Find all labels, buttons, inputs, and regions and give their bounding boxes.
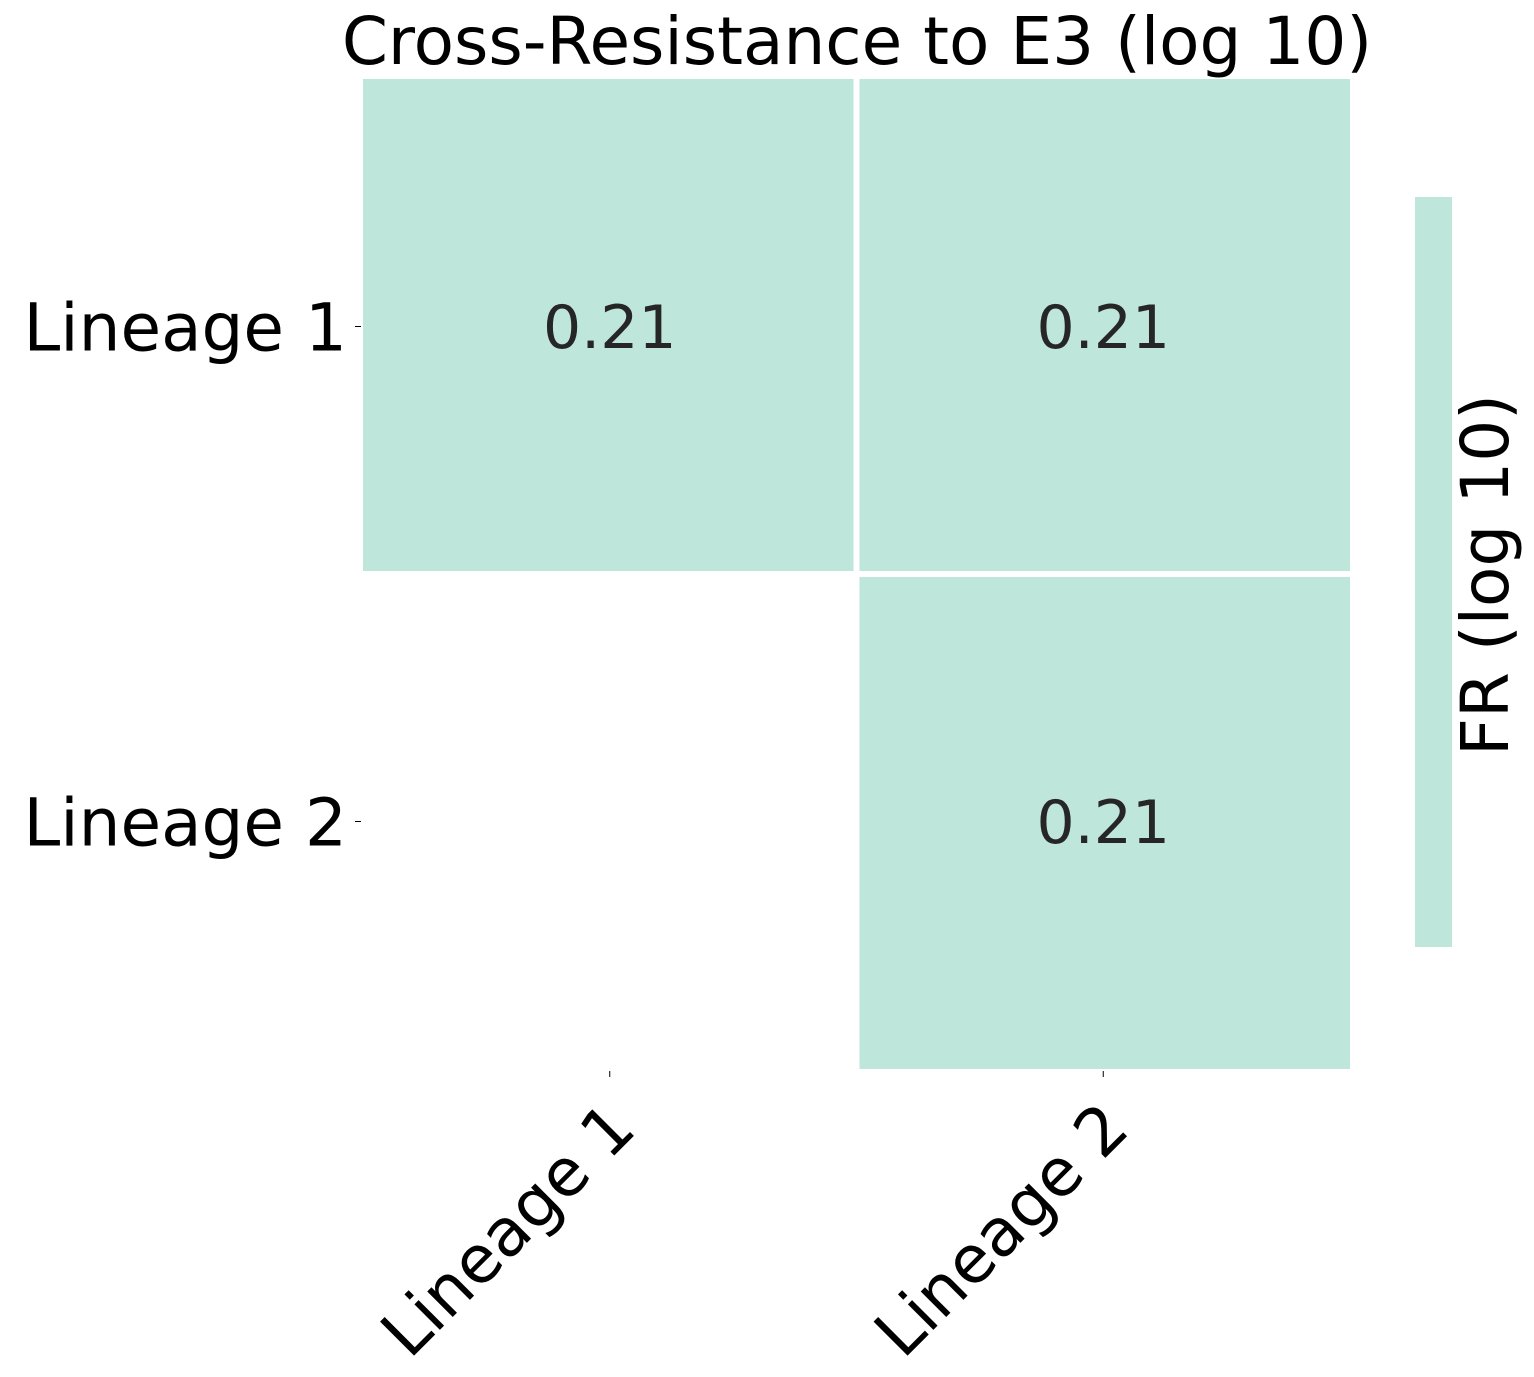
x-axis-ticks: Lineage 1 Lineage 2	[366, 1071, 1143, 1372]
cell-value-label-r0-c1: 0.21	[1036, 293, 1170, 363]
colorbar-label: FR (log 10)	[1447, 394, 1524, 756]
cell-value-label-r0-c0: 0.21	[543, 293, 677, 363]
y-tick-label-lineage-2: Lineage 2	[24, 784, 347, 861]
x-tick-label-lineage-1: Lineage 1	[366, 1088, 649, 1371]
x-tick-label-lineage-2: Lineage 2	[860, 1088, 1143, 1371]
y-axis-ticks: Lineage 1 Lineage 2	[24, 289, 361, 861]
chart-title: Cross-Resistance to E3 (log 10)	[342, 3, 1372, 80]
y-tick-label-lineage-1: Lineage 1	[24, 289, 347, 366]
cell-value-label-r1-c1: 0.21	[1036, 788, 1170, 858]
cells-layer: 0.21 0.21 0.21	[363, 79, 1350, 1069]
